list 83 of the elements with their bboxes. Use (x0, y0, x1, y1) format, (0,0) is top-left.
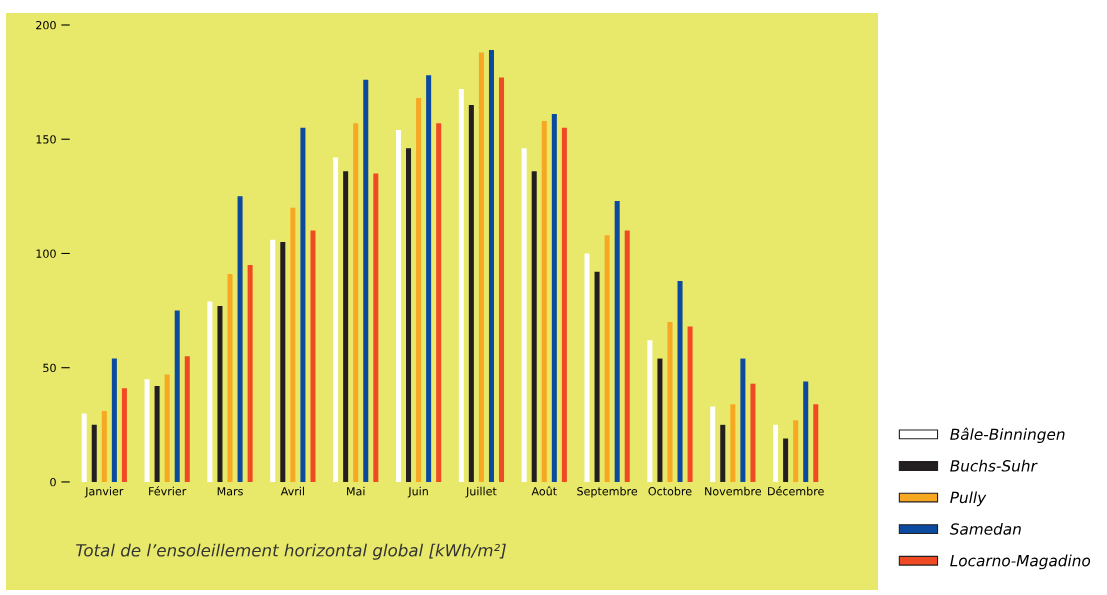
bar (207, 301, 213, 482)
bar (687, 326, 693, 482)
x-tick-label: Mai (347, 486, 365, 496)
bar (541, 120, 547, 482)
x-tick-label: Mars (217, 487, 243, 496)
bar (144, 379, 150, 482)
bar (363, 79, 369, 482)
bar (270, 239, 276, 482)
bar (406, 148, 412, 482)
bar (373, 173, 379, 482)
bar (468, 104, 474, 482)
bar (730, 404, 736, 482)
y-tick-label: 150 (36, 135, 56, 144)
bar (217, 306, 223, 482)
legend-label: Pully (950, 491, 987, 507)
bar (604, 235, 610, 482)
bar (614, 200, 620, 482)
y-tick-label: 100 (36, 249, 56, 258)
bar (657, 358, 663, 482)
bar (310, 230, 316, 482)
bar (247, 264, 253, 482)
bar (280, 242, 286, 482)
x-tick-label: Novembre (705, 486, 762, 496)
bar (290, 207, 296, 482)
bar (561, 127, 567, 482)
bar (647, 340, 653, 482)
bar (81, 413, 87, 482)
bar (720, 424, 726, 482)
bar (740, 358, 746, 482)
bar (750, 383, 756, 482)
x-tick-label: Septembre (577, 486, 638, 498)
bar (594, 271, 600, 482)
legend-label: Buchs-Suhr (950, 459, 1038, 472)
x-tick-label: Janvier (84, 486, 124, 498)
bar (783, 438, 789, 482)
bar (531, 171, 537, 482)
bar (164, 374, 170, 482)
x-tick-label: Avril (280, 486, 304, 496)
bar (803, 381, 809, 482)
legend-label: Samedan (949, 522, 1021, 535)
bar (395, 130, 401, 482)
x-tick-label: Février (149, 486, 187, 496)
bar (551, 114, 557, 482)
bar (353, 123, 359, 482)
bar (184, 356, 190, 482)
legend-label: Bâle-Binningen (950, 427, 1065, 443)
bar (101, 411, 107, 482)
legend-label: Locarno-Magadino (950, 554, 1091, 570)
bar (174, 310, 180, 482)
x-tick-label: Décembre (768, 486, 824, 496)
bar (436, 123, 442, 482)
bar (300, 127, 306, 482)
bar (333, 157, 339, 482)
text: Total de l’ensoleillement horizontal global [kWh/m²] (75, 543, 506, 560)
bar (121, 388, 127, 482)
bar (416, 98, 422, 482)
bar (521, 148, 527, 482)
y-tick-label: 0 (50, 477, 56, 487)
bar (793, 420, 799, 482)
bar (499, 77, 505, 482)
bar (458, 88, 464, 482)
bar (773, 424, 779, 482)
bar (624, 230, 630, 482)
bar (237, 196, 243, 482)
bar (154, 385, 160, 482)
x-tick-label: Août (531, 486, 557, 496)
bar (710, 406, 716, 482)
bar (343, 171, 349, 482)
y-tick-label: 200 (36, 20, 56, 30)
bar (478, 52, 484, 482)
bar (426, 75, 432, 482)
x-tick-label: Octobre (648, 486, 692, 496)
bar (813, 404, 819, 482)
x-tick-label: Juillet (465, 486, 497, 498)
bar (677, 280, 683, 482)
bar (584, 253, 590, 482)
x-tick-label: Juin (407, 486, 428, 498)
bar (91, 424, 97, 482)
bar (111, 358, 117, 482)
bar (667, 322, 673, 482)
bar (227, 274, 233, 482)
bar (488, 50, 494, 482)
y-tick-label: 50 (43, 363, 56, 373)
